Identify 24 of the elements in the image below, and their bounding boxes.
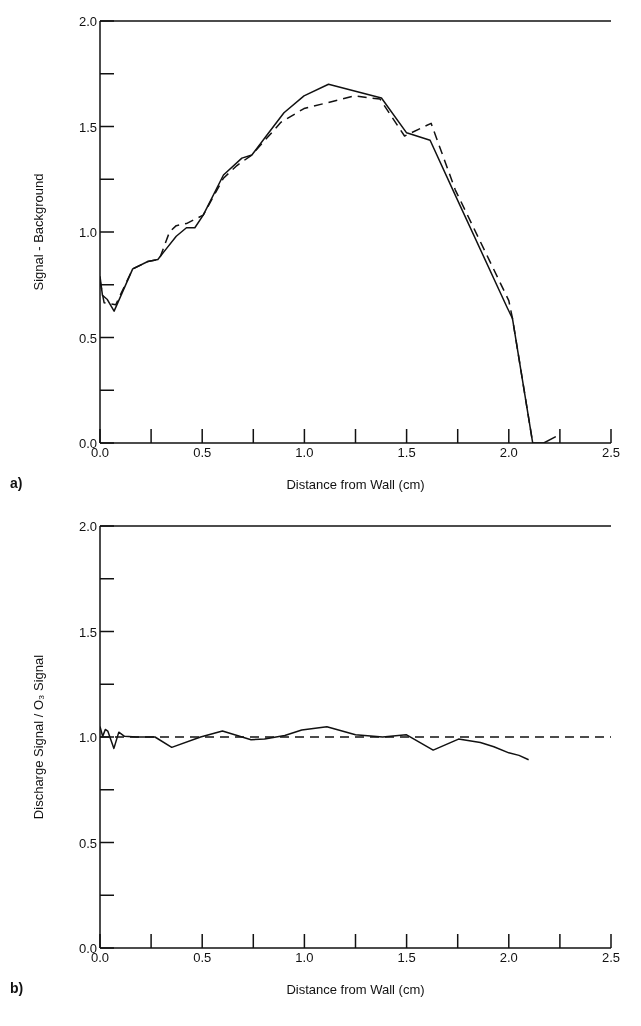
y-tick-label: 0.5 (78, 330, 97, 346)
x-tick-label: 2.0 (499, 950, 518, 965)
y-tick-label: 2.0 (78, 14, 97, 29)
x-axis-title: Distance from Wall (cm) (286, 477, 425, 492)
y-tick-label: 1.5 (78, 624, 97, 640)
x-tick-label: 0.5 (193, 445, 212, 460)
y-tick-label: 1.0 (78, 225, 97, 240)
x-tick-label: 2.0 (499, 445, 518, 460)
y-axis-title: Discharge Signal / O₃ Signal (30, 654, 46, 820)
x-tick-label: 1.0 (295, 445, 314, 460)
text: a) (10, 475, 23, 491)
x-tick-label: 2.5 (601, 950, 621, 965)
x-tick-label: 1.5 (397, 445, 416, 460)
y-axis-title: Signal - Background (30, 173, 46, 291)
y-tick-label: 2.0 (78, 519, 97, 534)
y-tick-label: 1.5 (78, 119, 97, 135)
y-tick-label: 0.5 (78, 835, 97, 851)
y-tick-label: 1.0 (78, 730, 97, 745)
text: b) (10, 980, 24, 996)
x-axis-title: Distance from Wall (cm) (286, 982, 425, 997)
x-tick-label: 2.5 (601, 445, 621, 460)
x-tick-label: 1.0 (295, 950, 314, 965)
x-tick-label: 1.5 (397, 950, 416, 965)
x-tick-label: 0.5 (193, 950, 212, 965)
